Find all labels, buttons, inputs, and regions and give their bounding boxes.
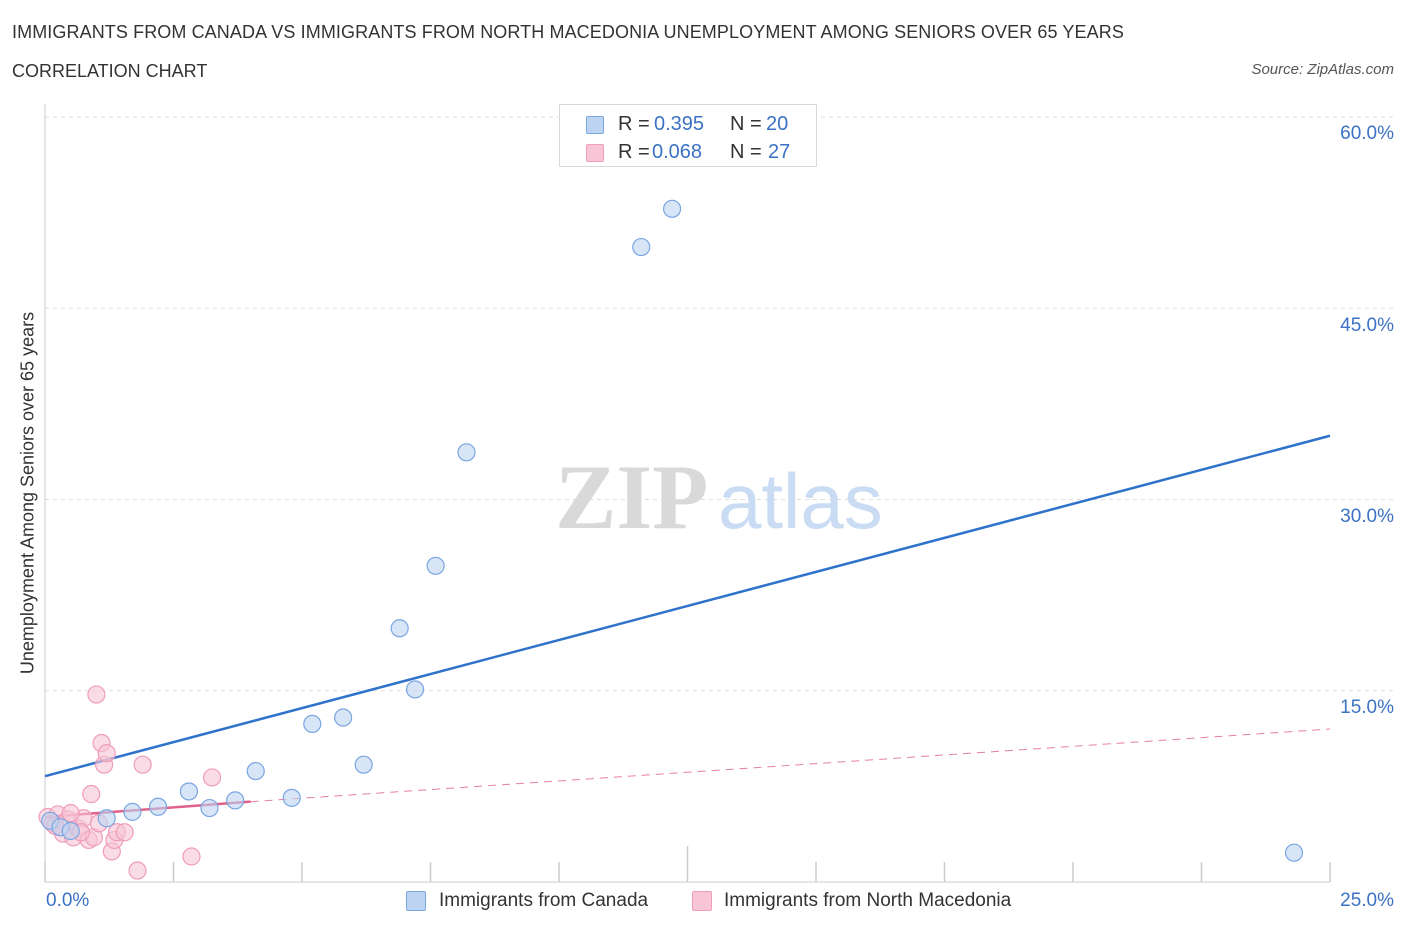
- bottom-legend-label-canada: Immigrants from Canada: [439, 890, 649, 911]
- data-points: [38, 199, 1304, 880]
- chart-subtitle: CORRELATION CHART: [12, 61, 208, 81]
- correlation-legend: R = 0.395 N = 20 R = 0.068 N = 27: [559, 104, 817, 167]
- macedonia-point: [115, 823, 134, 842]
- y-axis-label: Unemployment Among Seniors over 65 years: [17, 311, 38, 675]
- x-tick-label: 0.0%: [46, 890, 90, 911]
- legend-r-value: 0.068: [652, 141, 703, 163]
- canada-point: [123, 802, 142, 821]
- legend-r-label: R =: [618, 141, 650, 163]
- legend-n-label: N =: [730, 113, 762, 135]
- canada-point: [426, 556, 445, 575]
- canada-point: [662, 199, 682, 218]
- macedonia-point: [82, 784, 101, 804]
- chart-source: Source: ZipAtlas.com: [1251, 61, 1394, 78]
- macedonia-point: [87, 685, 106, 704]
- macedonia-trend-line-extension: [250, 728, 1331, 803]
- canada-point: [334, 708, 353, 727]
- canada-point: [200, 798, 219, 818]
- legend-row-canada: R = 0.395 N = 20: [560, 111, 816, 139]
- y-tick-label: 45.0%: [1340, 315, 1394, 336]
- canada-point: [405, 680, 425, 699]
- legend-r-value: 0.395: [654, 113, 705, 135]
- macedonia-point: [133, 755, 152, 774]
- canada-point: [148, 797, 168, 816]
- canada-point: [457, 443, 476, 462]
- macedonia-point: [202, 768, 222, 787]
- macedonia-point: [128, 861, 147, 880]
- y-tick-label: 30.0%: [1340, 506, 1394, 527]
- macedonia-point: [182, 847, 201, 866]
- macedonia-point: [97, 744, 116, 763]
- canada-point: [179, 782, 199, 801]
- canada-point: [97, 809, 116, 828]
- canada-point: [1284, 843, 1304, 862]
- canada-point: [632, 237, 651, 257]
- canada-point: [282, 788, 301, 807]
- legend-row-macedonia: R = 0.068 N = 27: [560, 139, 816, 167]
- canada-point: [61, 821, 80, 841]
- y-tick-label: 60.0%: [1340, 123, 1394, 144]
- grid-lines: [45, 116, 1395, 692]
- legend-swatch-macedonia: [586, 144, 604, 162]
- canada-point: [303, 714, 322, 734]
- bottom-legend-label-macedonia: Immigrants from North Macedonia: [724, 890, 1012, 911]
- canada-trend-line: [44, 434, 1331, 778]
- legend-n-value: 20: [766, 113, 789, 135]
- y-tick-label: 15.0%: [1340, 697, 1394, 718]
- x-tick-label: 25.0%: [1340, 890, 1394, 911]
- macedonia-point: [61, 804, 80, 823]
- watermark: ZIP atlas: [555, 446, 883, 548]
- watermark-atlas: atlas: [718, 457, 883, 545]
- legend-r-label: R =: [618, 113, 650, 135]
- legend-swatch-canada: [586, 116, 604, 134]
- chart-title: IMMIGRANTS FROM CANADA VS IMMIGRANTS FRO…: [12, 22, 1124, 42]
- bottom-legend-swatch-canada: [406, 891, 426, 911]
- axes: [44, 104, 1331, 883]
- watermark-zip: ZIP: [555, 446, 708, 548]
- legend-n-value: 27: [768, 141, 791, 163]
- canada-point: [226, 791, 245, 810]
- bottom-legend-swatch-macedonia: [692, 891, 712, 911]
- canada-point: [390, 619, 409, 638]
- canada-point: [354, 755, 373, 774]
- legend-n-label: N =: [730, 141, 762, 163]
- canada-point: [246, 761, 265, 781]
